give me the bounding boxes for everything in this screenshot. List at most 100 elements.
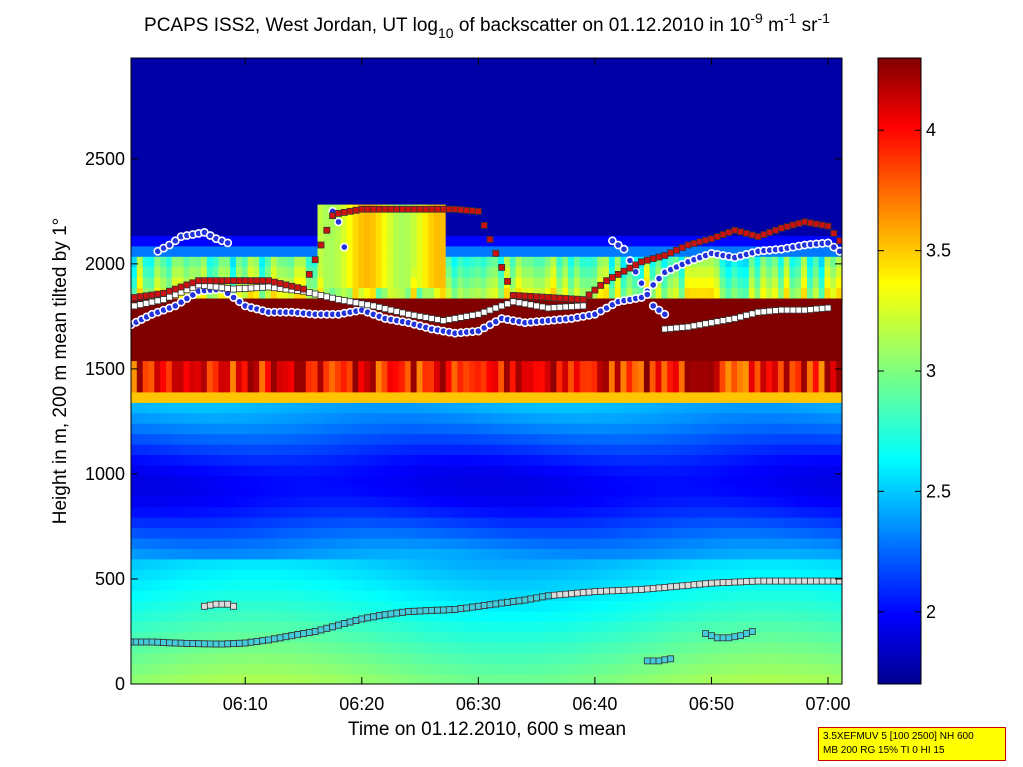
heatmap-cell — [148, 120, 155, 132]
heatmap-cell — [166, 172, 173, 184]
heatmap-cell — [509, 89, 517, 101]
heatmap-cell — [568, 277, 575, 289]
heatmap-cell — [136, 569, 144, 581]
heatmap-cell — [550, 454, 557, 466]
heatmap-cell — [276, 402, 284, 414]
heatmap-cell — [539, 444, 546, 455]
heatmap-cell — [259, 298, 266, 309]
heatmap-cell — [195, 548, 202, 560]
heatmap-cell — [241, 464, 249, 476]
heatmap-cell — [224, 308, 231, 320]
heatmap-cell — [573, 569, 581, 581]
heatmap-cell — [544, 569, 552, 581]
heatmap-cell — [189, 548, 196, 560]
heatmap-cell — [329, 527, 336, 539]
heatmap-cell — [474, 120, 482, 132]
heatmap-cell — [515, 110, 522, 122]
heatmap-cell — [288, 277, 295, 289]
heatmap-cell — [195, 360, 202, 372]
heatmap-cell — [212, 141, 219, 153]
heatmap-cell — [509, 277, 517, 289]
heatmap-cell — [399, 266, 406, 278]
heatmap-cell — [597, 444, 604, 455]
heatmap-cell — [160, 485, 167, 497]
heatmap-cell — [410, 454, 418, 466]
heatmap-cell — [399, 360, 406, 372]
heatmap-cell — [276, 517, 284, 529]
heatmap-cell — [259, 663, 266, 675]
heatmap-cell — [439, 558, 447, 570]
heatmap-cell — [224, 224, 231, 236]
heatmap-cell — [544, 579, 552, 591]
heatmap-cell — [579, 277, 587, 289]
heatmap-cell — [270, 68, 278, 80]
heatmap-cell — [189, 371, 196, 382]
heatmap-cell — [381, 673, 388, 684]
heatmap-cell — [539, 548, 546, 560]
heatmap-cell — [329, 371, 336, 382]
heatmap-cell — [276, 245, 284, 257]
heatmap-cell — [329, 89, 336, 101]
heatmap-cell — [247, 600, 254, 612]
heatmap-cell — [265, 444, 272, 455]
heatmap-cell — [335, 339, 342, 351]
heatmap-cell — [352, 151, 359, 163]
heatmap-cell — [579, 287, 587, 299]
heatmap-cell — [434, 454, 441, 466]
heatmap-cell — [230, 433, 237, 445]
heatmap-cell — [305, 485, 313, 497]
heatmap-cell — [212, 360, 219, 372]
heatmap-cell — [230, 183, 237, 195]
heatmap-cell — [585, 579, 592, 591]
heatmap-cell — [533, 464, 540, 476]
heatmap-cell — [597, 423, 604, 435]
heatmap-cell — [492, 631, 499, 643]
heatmap-cell — [515, 569, 522, 581]
heatmap-cell — [300, 444, 307, 455]
heatmap-cell — [323, 350, 330, 362]
heatmap-cell — [265, 193, 272, 205]
heatmap-cell — [160, 339, 167, 351]
heatmap-cell — [317, 224, 324, 236]
heatmap-cell — [206, 183, 214, 195]
heatmap-cell — [218, 193, 225, 205]
heatmap-cell — [585, 329, 592, 341]
heatmap-cell — [539, 287, 546, 299]
heatmap-cell — [445, 120, 453, 132]
heatmap-cell — [300, 224, 307, 236]
heatmap-cell — [492, 423, 499, 435]
heatmap-cell — [230, 172, 237, 184]
heatmap-cell — [486, 579, 493, 591]
heatmap-cell — [480, 391, 488, 403]
heatmap-cell — [597, 433, 604, 445]
heatmap-cell — [486, 99, 493, 111]
heatmap-cell — [562, 235, 569, 247]
heatmap-cell — [247, 527, 254, 539]
heatmap-cell — [369, 110, 377, 122]
heatmap-cell — [422, 663, 429, 675]
heatmap-cell — [166, 204, 173, 216]
heatmap-cell — [364, 548, 371, 560]
heatmap-cell — [533, 548, 540, 560]
heatmap-cell — [573, 652, 581, 664]
heatmap-cell — [300, 673, 307, 684]
heatmap-cell — [265, 151, 272, 163]
heatmap-cell — [527, 548, 534, 560]
heatmap-cell — [381, 131, 388, 142]
heatmap-cell — [539, 204, 546, 216]
heatmap-cell — [486, 371, 493, 382]
heatmap-cell — [550, 183, 557, 195]
heatmap-cell — [305, 193, 313, 205]
heatmap-cell — [445, 496, 453, 508]
heatmap-cell — [410, 110, 418, 122]
heatmap-cell — [171, 339, 179, 351]
heatmap-cell — [445, 548, 453, 560]
heatmap-cell — [515, 423, 522, 435]
heatmap-cell — [253, 652, 260, 664]
heatmap-cell — [544, 308, 552, 320]
heatmap-cell — [527, 412, 534, 424]
heatmap-cell — [375, 673, 383, 684]
heatmap-cell — [142, 151, 150, 163]
heatmap-cell — [235, 371, 243, 382]
heatmap-cell — [200, 496, 208, 508]
